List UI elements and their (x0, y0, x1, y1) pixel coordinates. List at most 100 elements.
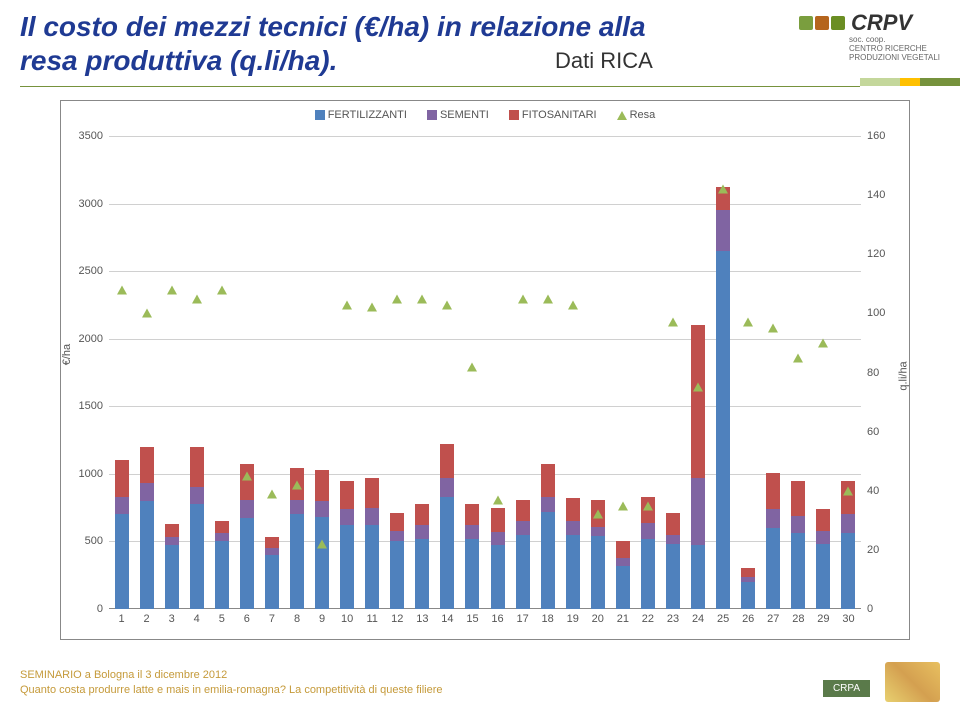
bar-segment-fertilizzanti (115, 514, 129, 609)
bar-segment-fertilizzanti (741, 582, 755, 609)
ytick-right: 100 (861, 307, 885, 319)
ytick-right: 120 (861, 248, 885, 260)
bar-segment-sementi (766, 509, 780, 528)
ytick-left: 2500 (79, 265, 109, 277)
xtick: 13 (416, 609, 428, 625)
resa-marker (392, 294, 402, 303)
bar-segment-sementi (841, 514, 855, 533)
resa-marker (768, 324, 778, 333)
ytick-right: 40 (861, 485, 879, 497)
bar-segment-fertilizzanti (691, 545, 705, 609)
bar-segment-fertilizzanti (240, 518, 254, 609)
logo-icon (799, 16, 813, 30)
bar-segment-fitosanitari (440, 444, 454, 478)
subtitle: Dati RICA (555, 48, 653, 74)
bar-segment-sementi (115, 497, 129, 515)
bar-segment-fitosanitari (190, 447, 204, 488)
resa-marker (593, 510, 603, 519)
bar-segment-fitosanitari (315, 470, 329, 501)
legend-item: Resa (617, 109, 656, 121)
xtick: 9 (319, 609, 325, 625)
bar-segment-fertilizzanti (541, 512, 555, 609)
ytick-left: 2000 (79, 333, 109, 345)
bar-segment-fertilizzanti (265, 555, 279, 609)
ytick-right: 160 (861, 130, 885, 142)
legend-label: FERTILIZZANTI (328, 109, 407, 121)
bar-segment-sementi (140, 483, 154, 501)
resa-marker (417, 294, 427, 303)
xtick: 2 (144, 609, 150, 625)
logo-text: CRPV (851, 10, 912, 36)
bar-segment-sementi (541, 497, 555, 512)
resa-marker (267, 489, 277, 498)
resa-marker (342, 300, 352, 309)
bar-segment-sementi (165, 537, 179, 545)
bar-segment-fertilizzanti (315, 517, 329, 609)
xtick: 30 (842, 609, 854, 625)
ytick-left: 500 (85, 535, 109, 547)
resa-marker (843, 486, 853, 495)
xtick: 26 (742, 609, 754, 625)
resa-marker (718, 185, 728, 194)
bar-segment-sementi (566, 521, 580, 535)
footer-line2: Quanto costa produrre latte e mais in em… (20, 683, 443, 697)
resa-marker (568, 300, 578, 309)
xtick: 1 (118, 609, 124, 625)
resa-marker (217, 285, 227, 294)
bar-segment-sementi (641, 523, 655, 539)
bar-segment-sementi (591, 527, 605, 536)
xtick: 23 (667, 609, 679, 625)
y-axis-left-label: €/ha (61, 344, 73, 365)
resa-marker (242, 471, 252, 480)
xtick: 16 (491, 609, 503, 625)
bar-segment-fitosanitari (741, 568, 755, 576)
xtick: 14 (441, 609, 453, 625)
legend-triangle-icon (617, 111, 627, 120)
ytick-left: 3000 (79, 198, 109, 210)
bar-segment-fertilizzanti (591, 536, 605, 609)
bar-segment-sementi (816, 531, 830, 545)
bar-segment-fertilizzanti (616, 566, 630, 609)
resa-marker (693, 383, 703, 392)
xtick: 11 (366, 609, 377, 625)
bar-segment-sementi (415, 525, 429, 539)
bar-segment-sementi (190, 487, 204, 503)
chart-legend: FERTILIZZANTI SEMENTI FITOSANITARI Resa (61, 101, 909, 129)
xtick: 8 (294, 609, 300, 625)
bar-segment-sementi (215, 533, 229, 541)
resa-marker (493, 495, 503, 504)
bar-segment-sementi (265, 548, 279, 555)
resa-marker (543, 294, 553, 303)
bar-segment-sementi (290, 500, 304, 515)
xtick: 21 (617, 609, 629, 625)
bar-segment-fertilizzanti (440, 497, 454, 609)
xtick: 27 (767, 609, 779, 625)
y-axis-right-label: q.li/ha (897, 361, 909, 390)
bar-segment-fitosanitari (265, 537, 279, 548)
legend-item: FERTILIZZANTI (315, 109, 407, 121)
ytick-right: 0 (861, 603, 873, 615)
bar-segment-sementi (691, 478, 705, 546)
bar-segment-sementi (465, 525, 479, 539)
bar-segment-fitosanitari (140, 447, 154, 483)
footer-image (885, 662, 940, 702)
legend-label: FITOSANITARI (522, 109, 597, 121)
xtick: 19 (567, 609, 579, 625)
bar-segment-sementi (340, 509, 354, 525)
bar-segment-sementi (315, 501, 329, 517)
bar-segment-sementi (491, 532, 505, 546)
ytick-right: 60 (861, 426, 879, 438)
resa-marker (618, 501, 628, 510)
bar-segment-fertilizzanti (666, 544, 680, 609)
bar-segment-fertilizzanti (190, 504, 204, 609)
legend-item: SEMENTI (427, 109, 489, 121)
bar-segment-fitosanitari (415, 504, 429, 526)
bar-segment-fitosanitari (215, 521, 229, 533)
xtick: 22 (642, 609, 654, 625)
chart: FERTILIZZANTI SEMENTI FITOSANITARI Resa €/h… (60, 100, 910, 640)
bar-segment-fitosanitari (390, 513, 404, 531)
logo-crpv: CRPV soc. coop. CENTRO RICERCHE PRODUZIO… (799, 10, 940, 62)
bar-segment-fitosanitari (541, 464, 555, 496)
bar-segment-sementi (240, 500, 254, 519)
xtick: 24 (692, 609, 704, 625)
